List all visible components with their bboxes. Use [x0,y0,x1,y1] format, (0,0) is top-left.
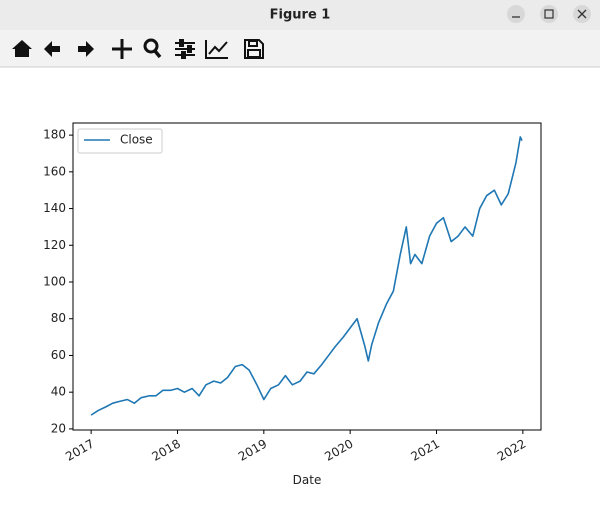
line-series [90,136,523,416]
toolbar [0,30,600,67]
save-button[interactable] [244,39,264,59]
y-tick-label: 80 [51,311,66,325]
y-tick-label: 100 [43,275,66,289]
window-title: Figure 1 [270,8,331,23]
title-bar [0,0,600,30]
y-tick-label: 60 [51,348,66,362]
x-tick-label: 2020 [322,436,355,463]
pan-button[interactable] [112,39,132,59]
x-tick-label: 2017 [63,436,96,463]
legend: Close [77,128,163,154]
x-axis-label: Date [293,473,322,487]
y-tick-label: 160 [43,164,66,178]
y-tick-label: 140 [43,201,66,215]
y-tick-label: 40 [51,385,66,399]
y-tick-label: 120 [43,238,66,252]
zoom-button[interactable] [143,38,162,59]
minimize-button[interactable] [507,5,525,23]
maximize-button[interactable] [540,5,558,23]
y-tick-label: 20 [51,421,66,435]
y-tick-label: 180 [43,128,66,142]
x-tick-label: 2019 [236,436,269,463]
home-button[interactable] [12,40,32,57]
plot-area: 20 40 60 80 100 120 140 160 180 2017 2018 2019 2020 2… [43,122,542,487]
window-controls[interactable] [507,5,591,23]
x-tick-label: 2022 [495,436,528,463]
x-tick-label: 2018 [150,436,183,463]
legend-box [77,128,163,154]
back-button[interactable] [44,41,60,57]
axes-frame [72,122,542,431]
edit-axes-button[interactable] [205,40,228,59]
legend-label: Close [120,133,153,147]
configure-button[interactable] [175,39,195,59]
toolbar-icons [12,38,264,59]
forward-button[interactable] [78,41,94,57]
x-tick-label: 2021 [409,436,442,463]
